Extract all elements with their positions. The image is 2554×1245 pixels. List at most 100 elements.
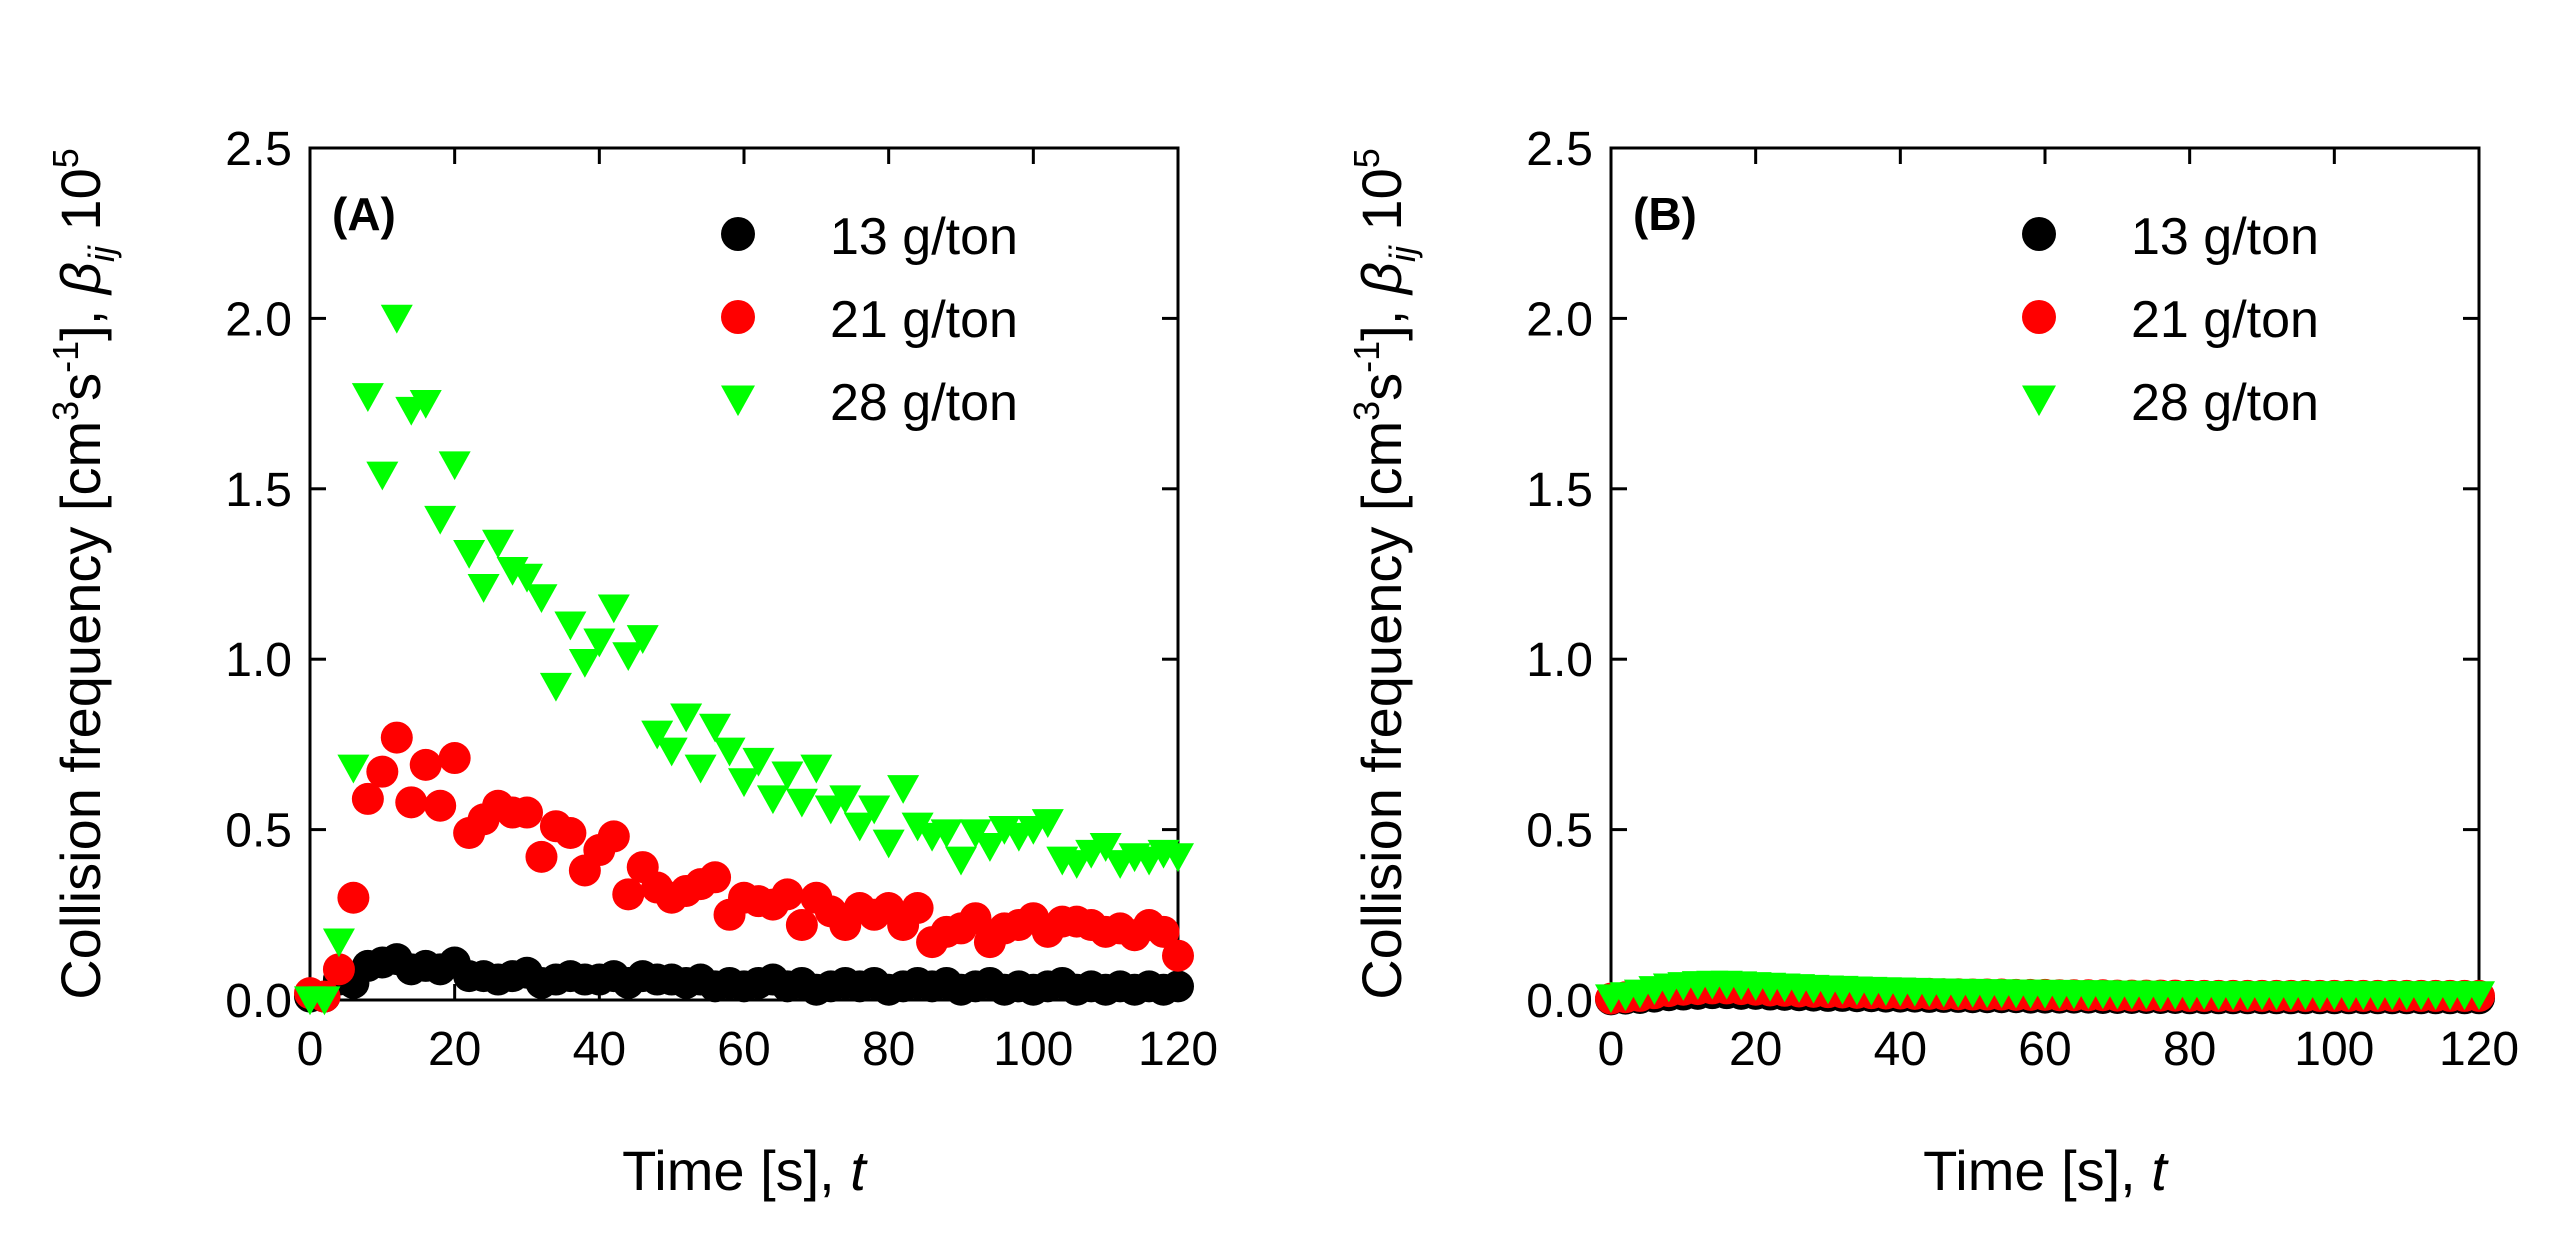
data-point [742,747,775,777]
y-tick-label: 1.0 [225,634,292,687]
y-tick-label: 1.5 [225,464,292,517]
data-point [887,775,920,804]
data-point [930,819,963,849]
data-point [785,788,818,818]
data-point [843,812,876,842]
data-point [2463,981,2495,1011]
y-tick-label: 2.0 [1526,293,1593,346]
data-point [409,390,442,419]
data-point [366,461,399,491]
x-tick-label: 120 [2439,1023,2519,1076]
data-point [626,625,659,654]
data-point [641,720,674,750]
data-point [366,755,399,788]
y-tick-label: 2.5 [1526,123,1593,176]
legend-marker [2022,385,2056,417]
data-point [1031,809,1064,838]
data-point [1089,833,1122,862]
series-3 [1595,970,2495,1014]
series-3 [294,304,1194,1016]
data-point [699,861,732,894]
data-point [322,928,355,958]
data-point [380,721,413,754]
data-point [670,703,703,733]
x-tick-label: 60 [2018,1023,2071,1076]
legend-label: 13 g/ton [2131,208,2319,266]
data-point [337,754,370,784]
data-point [554,611,587,641]
data-point [771,878,804,911]
data-point [901,891,934,924]
y-tick-label: 0.5 [225,805,292,858]
legend-label: 28 g/ton [830,374,1018,432]
data-point [1162,939,1194,972]
data-point [554,817,587,850]
y-tick-label: 1.0 [1526,634,1593,687]
data-point [467,574,500,603]
legend-marker [721,217,755,251]
x-axis-title: Time [s], t [622,1139,868,1202]
legend-label: 13 g/ton [830,208,1018,266]
x-tick-label: 40 [1874,1023,1927,1076]
data-point [438,451,471,481]
data-point [583,628,616,658]
data-point [713,737,746,767]
data-point [901,812,934,842]
data-point [728,768,760,798]
x-tick-label: 120 [1138,1023,1218,1076]
data-point [684,754,717,784]
data-point [453,539,486,569]
x-tick-label: 20 [428,1023,481,1076]
data-point [597,820,630,853]
data-point [525,840,558,873]
data-point [351,383,384,412]
x-axis-title: Time [s], t [1923,1139,2169,1202]
data-point [380,304,413,334]
data-point [337,881,370,914]
data-point [612,878,645,911]
data-point [771,761,804,791]
data-point [438,742,471,775]
data-point [959,902,992,935]
legend: 13 g/ton 21 g/ton 28 g/ton [2022,208,2319,432]
data-point [1162,970,1194,1003]
x-tick-label: 60 [717,1023,770,1076]
legend-label: 21 g/ton [2131,291,2319,349]
plot-frame [308,146,1180,1002]
y-tick-label: 0.0 [1526,975,1593,1028]
legend-marker [721,385,755,417]
data-point [829,785,862,815]
data-point [568,649,601,678]
y-tick-label: 1.5 [1526,464,1593,517]
data-point [308,986,341,1016]
y-axis-title: Collision frequency [cm3s-1], βij 105 [1346,148,1423,1000]
chart-panel-1: 0 20 40 60 80 100 120 0.0 0.5 1.0 1.5 2.0 2.5 Time [s… [45,123,1218,1202]
data-point [1162,843,1194,873]
chart-panel-2: 0 20 40 60 80 100 120 0.0 0.5 1.0 1.5 2.0 2.5 Time [s… [1346,123,2519,1202]
legend-marker [2022,217,2056,251]
data-point [424,789,457,822]
legend: 13 g/ton 21 g/ton 28 g/ton [721,208,1018,432]
x-tick-label: 0 [297,1023,324,1076]
data-point [424,505,457,535]
data-point [858,795,891,825]
data-point [525,584,558,614]
x-tick-label: 80 [2163,1023,2216,1076]
data-point [814,795,847,825]
data-point [409,748,442,781]
data-point [945,846,977,876]
series-2 [294,721,1194,1013]
data-point [351,782,384,815]
legend-label: 28 g/ton [2131,374,2319,432]
data-point [612,642,645,671]
legend-label: 21 g/ton [830,291,1018,349]
y-axis-title: Collision frequency [cm3s-1], βij 105 [45,148,122,1000]
series-1 [294,943,1194,1013]
x-tick-label: 0 [1598,1023,1625,1076]
data-point [322,953,355,986]
data-point [395,786,428,819]
y-tick-label: 2.0 [225,293,292,346]
data-point [511,796,543,829]
x-tick-label: 20 [1729,1023,1782,1076]
x-tick-label: 40 [573,1023,626,1076]
